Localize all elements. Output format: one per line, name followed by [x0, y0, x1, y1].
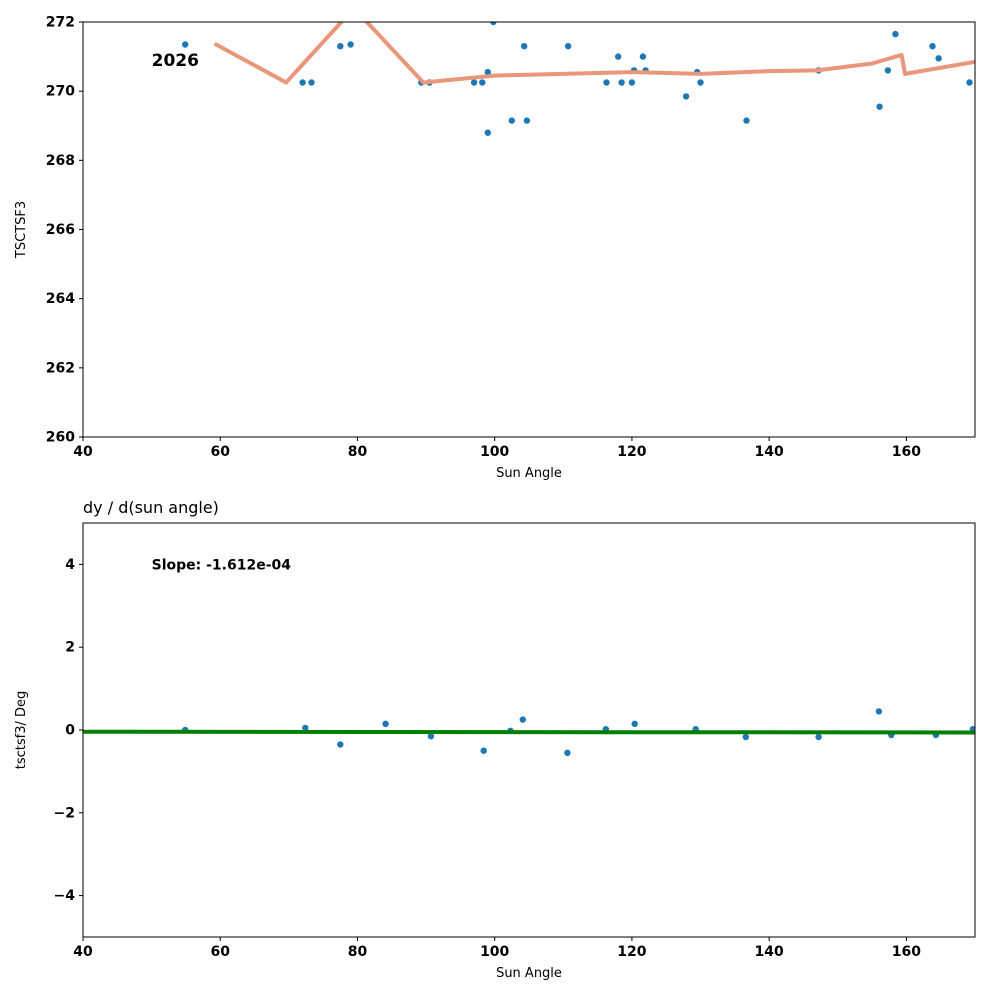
chart-annotation: 2026 [152, 51, 199, 71]
data-point [480, 747, 487, 754]
x-axis-label: Sun Angle [496, 466, 562, 481]
data-point [929, 43, 936, 50]
data-point [639, 53, 647, 60]
data-point [302, 724, 309, 732]
y-tick-label: 264 [46, 291, 75, 307]
y-tick-label: 266 [46, 222, 75, 238]
data-point [484, 68, 491, 76]
data-point [490, 22, 497, 26]
x-tick-label: 160 [892, 444, 921, 460]
fit-line [214, 22, 975, 85]
data-point [337, 741, 344, 748]
chart-annotation: Slope: -1.612e-04 [152, 557, 292, 573]
data-point [519, 716, 526, 723]
data-point [479, 79, 486, 86]
y-tick-label: 272 [46, 14, 75, 30]
data-point [743, 117, 750, 124]
data-point [484, 129, 491, 136]
data-point [182, 41, 189, 48]
y-tick-label: 2 [65, 640, 75, 656]
data-point [697, 79, 704, 86]
data-point [299, 79, 306, 86]
y-tick-label: −2 [54, 805, 75, 821]
data-point [382, 720, 389, 727]
data-point [470, 79, 478, 86]
data-point [892, 30, 899, 38]
data-point [508, 117, 515, 124]
data-point [631, 720, 638, 727]
data-point [618, 79, 625, 86]
data-point [564, 749, 571, 756]
x-tick-label: 80 [348, 444, 368, 460]
y-tick-label: 4 [65, 557, 75, 573]
data-point [308, 79, 315, 86]
chart-title: dy / d(sun angle) [83, 500, 219, 517]
x-tick-label: 120 [617, 944, 646, 960]
x-tick-label: 80 [348, 944, 368, 960]
data-point [523, 117, 531, 124]
y-tick-label: 268 [46, 153, 75, 169]
data-point [682, 93, 690, 100]
data-point [564, 43, 572, 50]
data-point [966, 79, 973, 86]
data-point [884, 67, 892, 74]
y-tick-label: 0 [65, 722, 75, 738]
data-point [876, 103, 883, 110]
x-tick-label: 100 [480, 444, 509, 460]
y-tick-label: −4 [54, 888, 76, 904]
data-point [742, 733, 749, 741]
data-point [347, 41, 354, 48]
x-tick-label: 140 [755, 444, 784, 460]
x-tick-label: 140 [755, 944, 784, 960]
data-point [628, 79, 636, 86]
data-point [815, 733, 822, 741]
y-tick-label: 262 [46, 360, 75, 376]
slope-line [83, 729, 975, 735]
plot-border [82, 21, 976, 438]
x-tick-label: 160 [892, 944, 921, 960]
x-tick-label: 40 [73, 944, 93, 960]
data-point [875, 708, 883, 715]
data-point [603, 79, 610, 86]
data-point [615, 53, 622, 60]
tsctsf3-vs-sun-angle-chart: 40 60 80 100 120 140 160 260 262 264 266 268 270 272 S… [14, 14, 976, 481]
x-tick-label: 100 [480, 944, 509, 960]
data-point [521, 43, 528, 50]
y-tick-label: 270 [46, 84, 75, 100]
y-axis-label: tsctsf3/ Deg [14, 691, 29, 770]
x-tick-label: 120 [617, 444, 646, 460]
x-tick-label: 60 [210, 444, 230, 460]
y-tick-label: 260 [46, 429, 75, 445]
y-axis-label: TSCTSF3 [14, 201, 29, 259]
data-point [427, 733, 435, 740]
x-tick-label: 40 [73, 444, 93, 460]
x-axis-label: Sun Angle [496, 966, 562, 981]
tsctsf3-scatter [182, 22, 973, 136]
derivative-vs-sun-angle-chart: 40 60 80 100 120 140 160 −4 −2 0 2 4 Sun Angle tsctsf… [14, 500, 976, 981]
data-point [935, 55, 942, 62]
data-point [337, 43, 344, 50]
x-tick-label: 60 [210, 944, 230, 960]
